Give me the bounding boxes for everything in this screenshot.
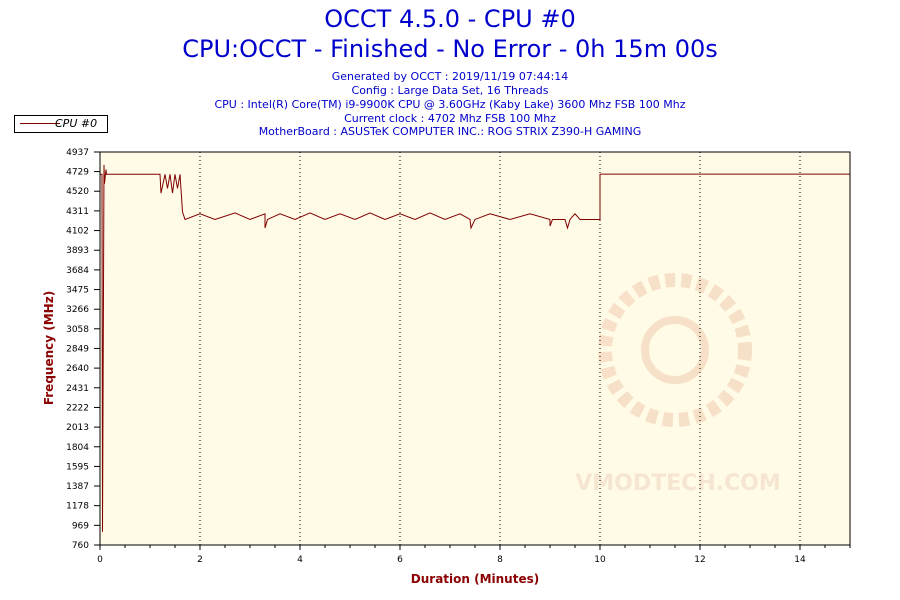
watermark-text: VMODTECH.COM	[575, 471, 781, 496]
y-tick-label: 1387	[66, 482, 89, 492]
watermark-circle-inner	[641, 316, 709, 384]
y-tick-label: 2640	[66, 364, 89, 374]
y-tick-label: 2849	[66, 344, 89, 354]
cpu-info: CPU : Intel(R) Core(TM) i9-9900K CPU @ 3…	[214, 98, 686, 111]
y-tick-label: 969	[72, 521, 89, 531]
generated-info: Generated by OCCT : 2019/11/19 07:44:14	[331, 70, 569, 83]
x-tick-label: 4	[297, 555, 303, 565]
watermark-logo: VMODTECH.COM	[575, 273, 781, 496]
y-tick-label: 4729	[66, 168, 89, 178]
y-tick-label: 4102	[66, 227, 89, 237]
legend-swatch	[20, 123, 60, 124]
clock-info: Current clock : 4702 Mhz FSB 100 Mhz	[344, 112, 556, 125]
config-info: Config : Large Data Set, 16 Threads	[351, 84, 549, 97]
y-tick-label: 4937	[66, 148, 89, 158]
y-axis-title: Frequency (MHz)	[42, 291, 56, 405]
chart-title: OCCT 4.5.0 - CPU #0	[324, 5, 576, 33]
y-tick-label: 4311	[66, 207, 89, 217]
legend-label: CPU #0	[55, 117, 98, 130]
motherboard-info: MotherBoard : ASUSTeK COMPUTER INC.: ROG…	[258, 125, 642, 138]
y-tick-label: 1804	[66, 443, 89, 453]
legend: CPU #0	[14, 115, 108, 133]
chart-subtitle: CPU:OCCT - Finished - No Error - 0h 15m …	[182, 35, 718, 63]
y-tick-label: 1595	[66, 462, 89, 472]
x-tick-label: 0	[97, 555, 103, 565]
x-tick-label: 14	[794, 555, 806, 565]
x-tick-label: 10	[594, 555, 606, 565]
x-tick-label: 12	[694, 555, 705, 565]
y-tick-label: 2013	[66, 423, 89, 433]
x-tick-label: 6	[397, 555, 403, 565]
y-tick-label: 1178	[66, 502, 89, 512]
y-tick-label: 3266	[66, 305, 89, 315]
y-tick-label: 3684	[66, 266, 89, 276]
y-tick-label: 760	[72, 541, 89, 551]
x-axis-title: Duration (Minutes)	[411, 572, 539, 586]
y-tick-label: 4520	[66, 187, 89, 197]
y-tick-label: 3058	[66, 325, 89, 335]
watermark-circle-outer	[598, 273, 752, 427]
y-tick-label: 2431	[66, 384, 89, 394]
y-tick-label: 3475	[66, 286, 89, 296]
series-line-cpu-0	[100, 164, 850, 532]
x-tick-label: 2	[197, 555, 203, 565]
y-axis-ticks: 760 969 1178 1387 1595 1804 2013 2222 2431 2640 28…	[66, 148, 100, 551]
plot-border	[99, 151, 851, 546]
x-axis-ticks: 0 2 4 6 8 10 12 14	[97, 545, 851, 565]
x-tick-label: 8	[497, 555, 503, 565]
y-tick-label: 2222	[66, 403, 89, 413]
grid-lines	[199, 152, 801, 545]
y-tick-label: 3893	[66, 246, 89, 256]
plot-area	[100, 152, 850, 545]
